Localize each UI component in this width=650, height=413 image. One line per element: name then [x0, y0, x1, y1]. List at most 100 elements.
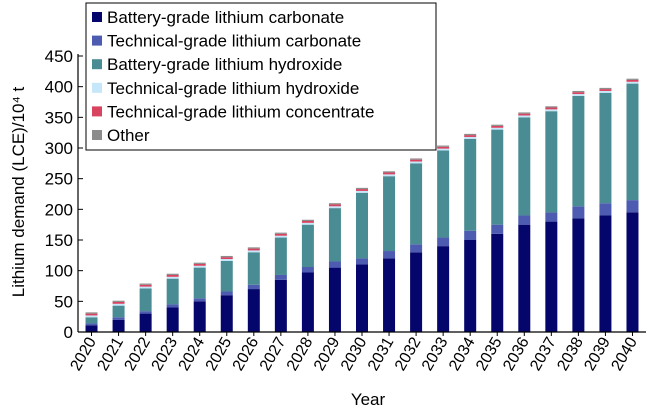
legend-label: Battery-grade lithium carbonate — [107, 8, 344, 27]
bar-segment-2040-s2 — [626, 83, 639, 201]
bar-segment-2022-s0 — [139, 313, 152, 332]
bar-segment-2022-s4 — [139, 284, 152, 287]
y-tick-label: 50 — [54, 292, 73, 311]
bar-segment-2035-s2 — [491, 129, 504, 225]
bar-segment-2024-s2 — [193, 267, 206, 299]
bar-segment-2036-s1 — [518, 215, 531, 225]
bar-segment-2035-s4 — [491, 125, 504, 128]
bar-segment-2040-s0 — [626, 212, 639, 332]
x-tick-label: 2036 — [500, 334, 533, 373]
y-tick-label: 450 — [45, 47, 73, 66]
bar-segment-2025-s5 — [220, 255, 233, 258]
bar-segment-2039-s5 — [599, 87, 612, 90]
bar-segment-2034-s0 — [464, 240, 477, 332]
bar-segment-2024-s5 — [193, 262, 206, 264]
bar-segment-2021-s0 — [112, 319, 125, 332]
bar-segment-2025-s1 — [220, 291, 233, 296]
legend-swatch — [92, 130, 102, 140]
bar-segment-2033-s4 — [437, 146, 450, 149]
bar-segment-2040-s1 — [626, 200, 639, 213]
bar-segment-2033-s0 — [437, 246, 450, 332]
legend-label: Technical-grade lithium concentrate — [107, 102, 374, 121]
bar-segment-2038-s1 — [572, 206, 585, 219]
bar-segment-2027-s3 — [274, 235, 287, 238]
bar-segment-2032-s4 — [410, 159, 423, 162]
bar-segment-2021-s1 — [112, 317, 125, 320]
bar-segment-2023-s2 — [166, 278, 179, 305]
legend-label: Technical-grade lithium carbonate — [107, 32, 361, 51]
bar-segment-2028-s0 — [301, 272, 314, 332]
bar-segment-2030-s2 — [356, 192, 368, 259]
x-tick-label: 2028 — [284, 334, 317, 373]
bar-segment-2028-s5 — [301, 219, 314, 221]
bar-segment-2036-s0 — [518, 224, 531, 332]
y-tick-label: 400 — [45, 78, 73, 97]
legend-swatch — [92, 59, 102, 70]
y-tick-labels: 0 50 100 150 200 250 300 350 400 450 — [45, 47, 73, 342]
x-tick-label: 2027 — [257, 334, 290, 373]
bar-segment-2028-s1 — [301, 266, 314, 273]
bar-segment-2020-s1 — [85, 323, 98, 326]
bar-segment-2033-s2 — [437, 150, 450, 238]
bar-segment-2026-s4 — [247, 248, 260, 251]
legend-label: Technical-grade lithium hydroxide — [107, 79, 359, 98]
bar-segment-2023-s1 — [166, 304, 179, 308]
x-tick-label: 2040 — [608, 334, 641, 373]
bar-segment-2028-s2 — [301, 224, 314, 267]
bar-segment-2023-s4 — [166, 274, 179, 277]
x-tick-label: 2026 — [230, 334, 263, 373]
bar-segment-2022-s2 — [139, 288, 152, 312]
bar-segment-2028-s3 — [301, 222, 314, 225]
bar-segment-2026-s5 — [247, 247, 260, 249]
y-tick-label: 0 — [64, 323, 73, 342]
bar-segment-2029-s2 — [328, 208, 341, 262]
bar-segment-2037-s3 — [545, 109, 558, 112]
x-tick-label: 2033 — [419, 334, 452, 373]
bar-segment-2033-s3 — [437, 148, 450, 151]
bar-segment-2031-s1 — [383, 251, 396, 259]
legend-box — [85, 2, 437, 151]
y-axis-label: Lithium demand (LCE)/10⁴ t — [9, 86, 28, 297]
bar-segment-2039-s4 — [599, 89, 612, 91]
bar-segment-2026-s2 — [247, 252, 260, 285]
bar-segment-2034-s2 — [464, 138, 477, 231]
bar-segment-2025-s4 — [220, 257, 233, 260]
bar-segment-2038-s0 — [572, 218, 585, 332]
bar-segment-2039-s3 — [599, 90, 612, 93]
bar-segment-2027-s0 — [274, 279, 287, 332]
bar-segment-2029-s0 — [328, 267, 341, 332]
bar-segment-2031-s3 — [383, 174, 396, 177]
bar-segment-2037-s0 — [545, 221, 558, 332]
bar-segment-2033-s1 — [437, 237, 450, 247]
bar-segment-2022-s1 — [139, 311, 152, 314]
bar-segment-2035-s5 — [491, 124, 504, 126]
bar-segment-2020-s4 — [85, 313, 98, 316]
bar-segment-2020-s3 — [85, 315, 98, 318]
bar-segment-2026-s1 — [247, 284, 260, 290]
bar-segment-2029-s1 — [328, 261, 341, 268]
bar-segment-2025-s2 — [220, 260, 233, 292]
legend-label: Other — [107, 126, 150, 145]
bar-segment-2031-s5 — [383, 171, 396, 173]
bar-segment-2038-s4 — [572, 92, 585, 95]
x-tick-label: 2024 — [176, 334, 209, 373]
bar-segment-2037-s2 — [545, 111, 558, 213]
bar-segment-2039-s1 — [599, 203, 612, 216]
bar-segment-2026-s3 — [247, 250, 260, 253]
y-tick-label: 100 — [45, 262, 73, 281]
bars-layer — [85, 78, 639, 332]
bar-segment-2025-s0 — [220, 295, 233, 332]
bar-segment-2020-s5 — [85, 312, 98, 314]
bar-segment-2035-s3 — [491, 127, 504, 130]
bar-segment-2036-s5 — [518, 112, 531, 114]
legend-label: Battery-grade lithium hydroxide — [107, 55, 342, 74]
bar-segment-2030-s4 — [356, 189, 368, 191]
legend: Battery-grade lithium carbonate Technical… — [85, 2, 437, 151]
bar-segment-2039-s2 — [599, 92, 612, 204]
bar-segment-2034-s4 — [464, 135, 477, 137]
bar-segment-2028-s4 — [301, 220, 314, 223]
x-tick-label: 2022 — [122, 334, 155, 373]
bar-segment-2035-s0 — [491, 233, 504, 332]
bar-segment-2024-s0 — [193, 301, 206, 332]
bar-segment-2031-s4 — [383, 172, 396, 175]
